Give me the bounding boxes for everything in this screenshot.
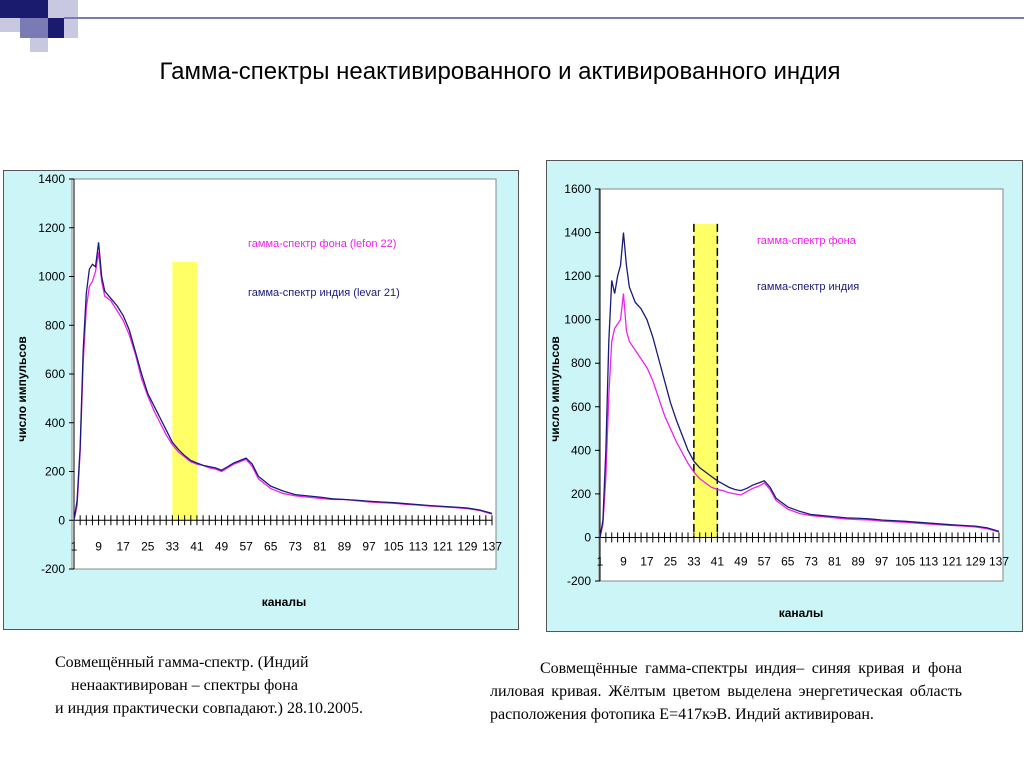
y-axis-label: число импульсов bbox=[15, 336, 29, 442]
x-tick-label: 97 bbox=[875, 554, 889, 568]
x-tick-label: 9 bbox=[95, 539, 102, 553]
caption-right-text: Совмещённые гамма-спектры индия– синяя к… bbox=[490, 660, 962, 723]
y-tick-label: 200 bbox=[45, 465, 65, 479]
y-tick-label: 400 bbox=[45, 416, 65, 430]
y-tick-label: 1400 bbox=[564, 226, 591, 240]
x-tick-label: 9 bbox=[620, 554, 627, 568]
x-tick-label: 97 bbox=[362, 539, 376, 553]
series-line-background bbox=[599, 293, 1000, 538]
plot-area bbox=[598, 188, 1004, 582]
x-axis-label: каналы bbox=[779, 606, 823, 620]
slide-title: Гамма-спектры неактивированного и активи… bbox=[159, 58, 841, 85]
x-tick-label: 89 bbox=[851, 554, 865, 568]
x-tick-label: 129 bbox=[457, 539, 477, 553]
highlight-region bbox=[172, 261, 197, 521]
x-tick-label: 121 bbox=[433, 539, 453, 553]
chart-left: -200 0 200 400 600 800 1000 1200 1400 1 9 17 25 33 41 4… bbox=[15, 172, 502, 609]
legend-indium: гамма-спектр индия (levar 21) bbox=[248, 287, 400, 299]
series-line-background bbox=[73, 252, 493, 521]
deco-square-light-3 bbox=[64, 18, 78, 38]
x-tick-label: 113 bbox=[409, 539, 428, 553]
legend-indium: гамма-спектр индия bbox=[757, 281, 859, 293]
x-tick-label: 49 bbox=[215, 539, 229, 553]
x-tick-label: 41 bbox=[711, 554, 725, 568]
deco-square-mid bbox=[20, 18, 48, 38]
x-tick-label: 137 bbox=[989, 554, 1009, 568]
y-tick-label: 200 bbox=[571, 487, 591, 501]
x-tick-label: 73 bbox=[289, 539, 303, 553]
y-tick-label: 600 bbox=[571, 400, 591, 414]
x-tick-label: 25 bbox=[141, 539, 155, 553]
y-tick-label: 1000 bbox=[38, 270, 65, 284]
x-tick-label: 57 bbox=[758, 554, 772, 568]
caption-left-line-2: ненаактивирован – спектры фона bbox=[71, 677, 298, 694]
y-tick-label: 800 bbox=[571, 356, 591, 370]
y-tick-label: 1000 bbox=[564, 313, 591, 327]
deco-square-light-2 bbox=[0, 18, 20, 32]
chart-panel-left: -200 0 200 400 600 800 1000 1200 1400 1 9 17 25 33 41 4… bbox=[3, 170, 519, 630]
chart-panel-right: -200 0 200 400 600 800 1000 1200 1400 1600 1 9 17 25 3… bbox=[546, 160, 1023, 632]
series-line-indium bbox=[599, 232, 1000, 538]
deco-square-light bbox=[48, 0, 78, 18]
y-tick-label: 1600 bbox=[564, 182, 591, 196]
y-tick-label: -200 bbox=[567, 574, 591, 588]
x-tick-label: 105 bbox=[895, 554, 915, 568]
chart-right: -200 0 200 400 600 800 1000 1200 1400 1600 1 9 17 25 3… bbox=[548, 182, 1009, 620]
deco-square-mid-2 bbox=[30, 38, 48, 52]
x-tick-label: 121 bbox=[942, 554, 962, 568]
deco-line bbox=[64, 17, 1024, 19]
x-tick-label: 33 bbox=[687, 554, 701, 568]
caption-right: Совмещённые гамма-спектры индия– синяя к… bbox=[490, 657, 962, 726]
deco-square-dark-2 bbox=[48, 18, 64, 38]
legend-background: гамма-спектр фона bbox=[757, 235, 857, 247]
caption-left-line-1: Совмещённый гамма-спектр. (Индий bbox=[55, 654, 309, 671]
x-tick-label: 73 bbox=[805, 554, 819, 568]
y-tick-label: 600 bbox=[45, 367, 65, 381]
caption-left-line-3: и индия практически совпадают.) 28.10.20… bbox=[55, 700, 363, 717]
x-tick-label: 137 bbox=[482, 539, 502, 553]
x-tick-label: 65 bbox=[264, 539, 278, 553]
caption-left: Совмещённый гамма-спектр. (Индий ненаакт… bbox=[55, 651, 445, 720]
deco-square-dark bbox=[0, 0, 48, 18]
x-tick-label: 1 bbox=[597, 554, 604, 568]
x-tick-label: 17 bbox=[116, 539, 130, 553]
x-tick-label: 81 bbox=[828, 554, 842, 568]
y-tick-label: 400 bbox=[571, 443, 591, 457]
x-tick-label: 17 bbox=[640, 554, 654, 568]
y-tick-label: 1200 bbox=[38, 221, 65, 235]
x-tick-label: 81 bbox=[313, 539, 327, 553]
y-tick-label: 800 bbox=[45, 318, 65, 332]
x-tick-label: 105 bbox=[384, 539, 404, 553]
y-tick-label: 0 bbox=[58, 513, 65, 527]
x-tick-label: 33 bbox=[166, 539, 180, 553]
x-tick-label: 129 bbox=[966, 554, 986, 568]
y-axis-label: число импульсов bbox=[548, 336, 562, 442]
highlight-region bbox=[693, 223, 718, 538]
x-tick-label: 65 bbox=[781, 554, 795, 568]
x-tick-label: 113 bbox=[919, 554, 938, 568]
x-tick-label: 1 bbox=[71, 539, 78, 553]
x-tick-label: 57 bbox=[239, 539, 253, 553]
y-tick-label: 1400 bbox=[38, 172, 65, 186]
y-tick-label: -200 bbox=[41, 562, 65, 576]
plot-area bbox=[71, 178, 497, 570]
legend-background: гамма-спектр фона (lefon 22) bbox=[248, 238, 396, 250]
x-tick-label: 49 bbox=[734, 554, 748, 568]
y-tick-label: 1200 bbox=[564, 269, 591, 283]
series-line-indium bbox=[73, 242, 493, 521]
x-tick-label: 25 bbox=[664, 554, 678, 568]
x-axis-label: каналы bbox=[262, 595, 306, 609]
x-tick-label: 89 bbox=[338, 539, 352, 553]
x-tick-label: 41 bbox=[190, 539, 204, 553]
y-tick-label: 0 bbox=[584, 530, 591, 544]
